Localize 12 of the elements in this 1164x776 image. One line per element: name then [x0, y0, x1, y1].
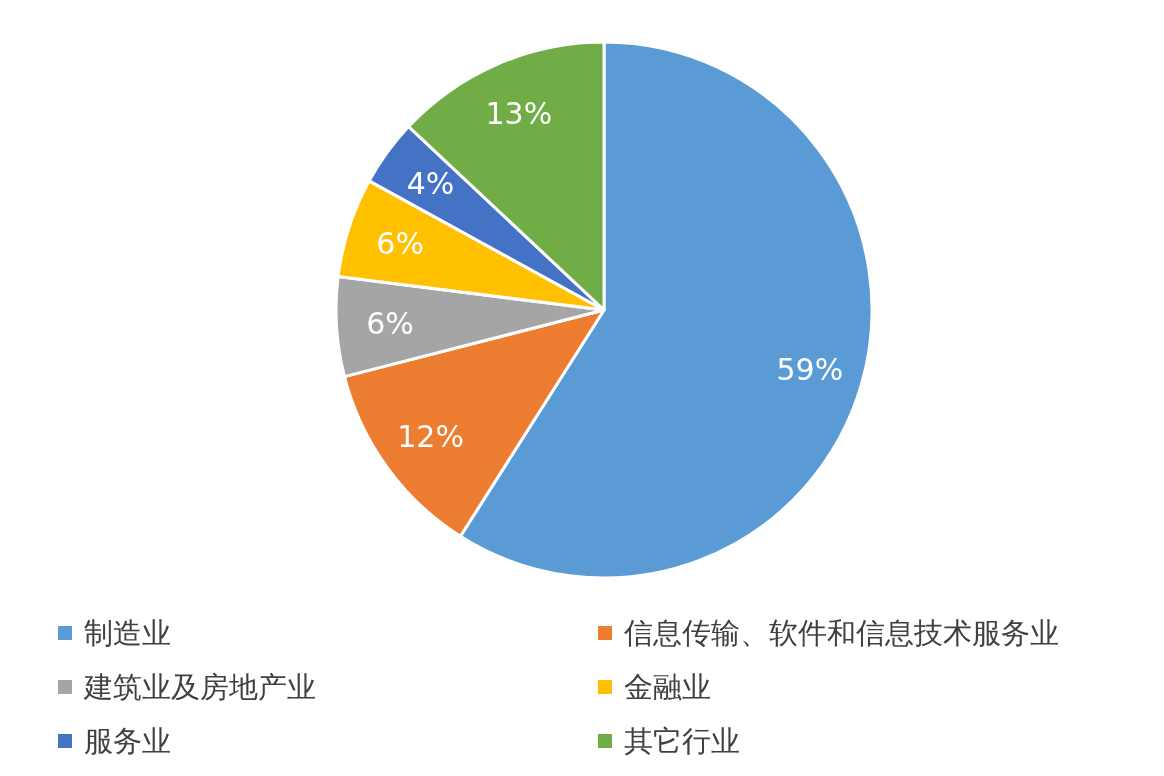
legend-label: 服务业	[84, 724, 171, 758]
legend-label: 建筑业及房地产业	[83, 670, 316, 704]
data-label: 4%	[406, 166, 455, 202]
legend-label: 其它行业	[624, 724, 740, 758]
legend-label: 制造业	[84, 616, 171, 650]
data-label: 13%	[485, 95, 553, 131]
data-label: 6%	[376, 226, 424, 262]
data-label: 6%	[366, 305, 414, 341]
legend-label: 金融业	[624, 670, 711, 704]
data-label: 59%	[776, 352, 844, 388]
data-label: 12%	[397, 418, 464, 454]
legend-label: 信息传输、软件和信息技术服务业	[624, 616, 1059, 650]
